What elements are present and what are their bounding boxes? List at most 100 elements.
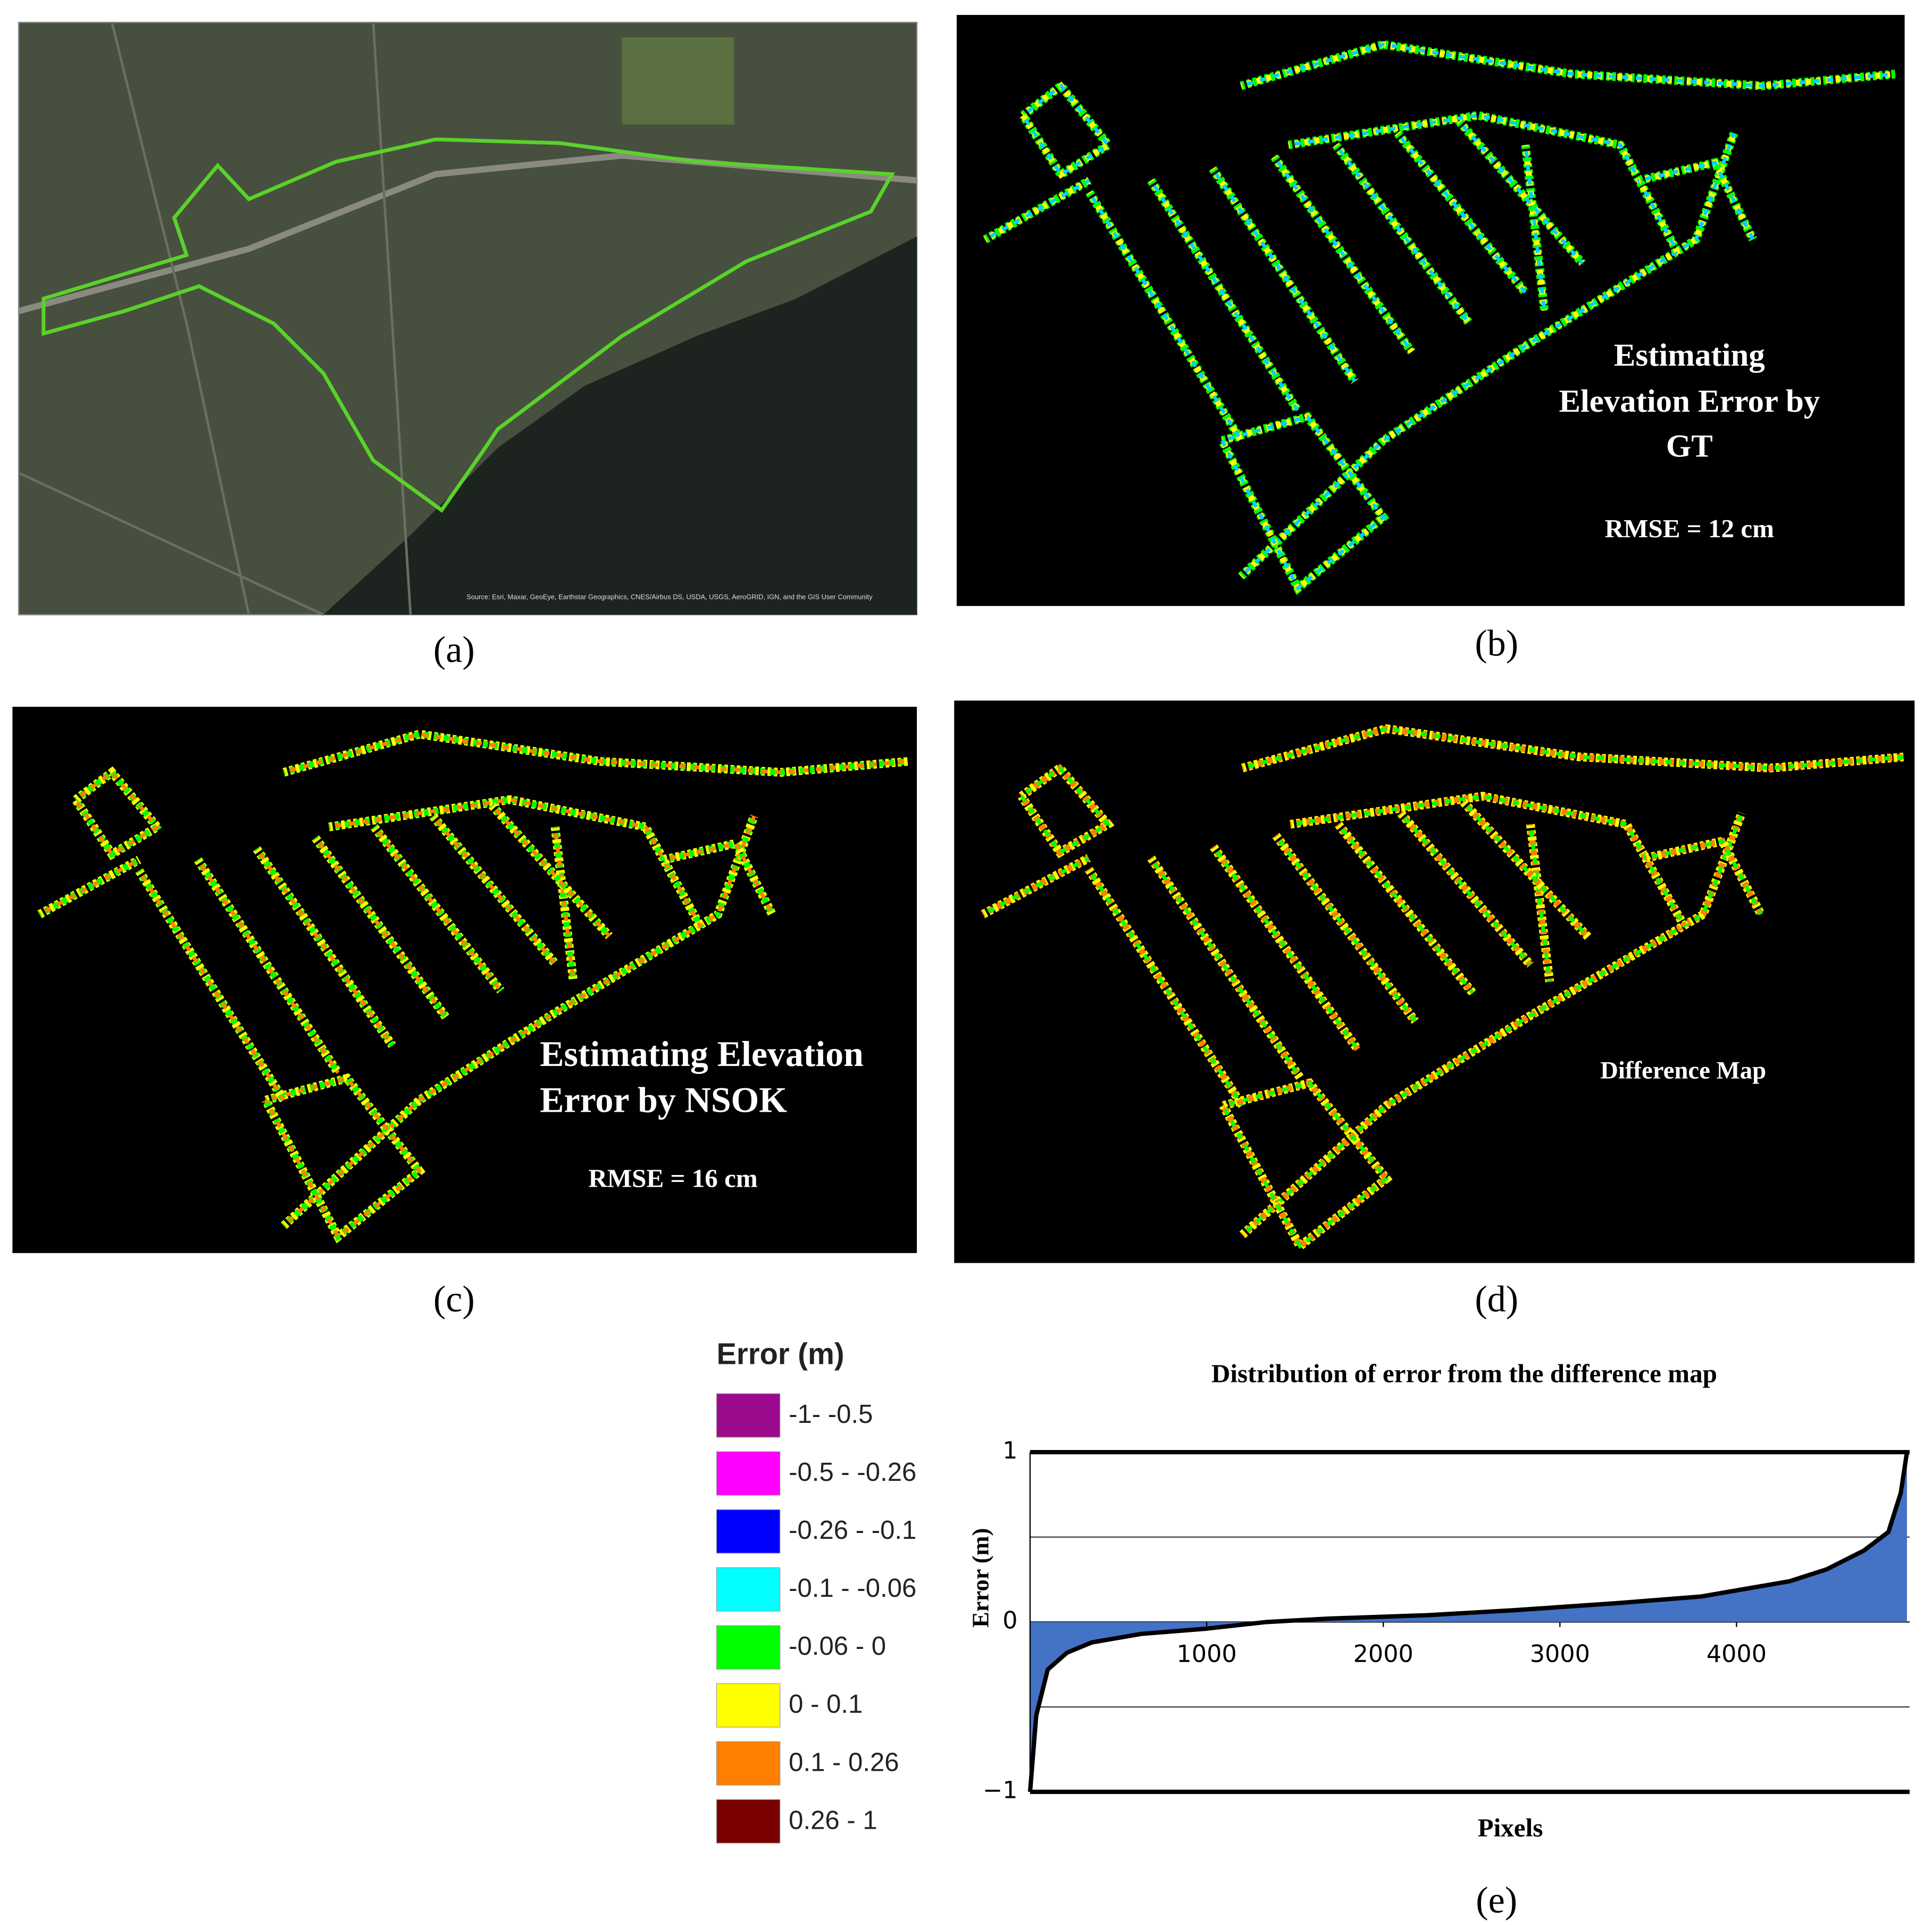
study-area-outline [41, 137, 896, 513]
legend-label: -0.5 - -0.26 [789, 1458, 916, 1487]
map-stripe [663, 841, 774, 915]
map-stripe [282, 815, 756, 1227]
difference-map [954, 701, 1915, 1263]
legend-label: 0 - 0.1 [789, 1690, 863, 1719]
panel-label: Difference Map [1600, 1056, 1766, 1084]
map-stripes [983, 40, 1896, 595]
legend-swatch [716, 1567, 781, 1612]
rmse-label: RMSE = 16 cm [588, 1163, 758, 1193]
map-stripe [1211, 845, 1360, 1052]
legend-swatch [716, 1393, 781, 1438]
map-stripe [1210, 166, 1358, 384]
map-stripe [1147, 178, 1302, 413]
map-stripe [1241, 725, 1905, 771]
legend: Error (m) -1- -0.5 -0.5 - -0.26 -0.26 - -0… [716, 1337, 916, 1844]
map-stripe [553, 827, 575, 980]
map-stripe [328, 795, 704, 928]
map-stripe [1396, 132, 1527, 294]
map-stripe [1240, 812, 1745, 1237]
map-stripe [1336, 823, 1475, 995]
map-stripe [263, 1074, 424, 1241]
x-axis-label: Pixels [1478, 1813, 1543, 1842]
map-stripe [264, 1076, 422, 1240]
map-stripe [1221, 1081, 1389, 1249]
panel-caption: (b) [1475, 623, 1518, 664]
satellite-panel: Source: Esri, Maxar, GeoEye, Earthstar G… [18, 21, 918, 616]
map-stripe [1088, 191, 1243, 441]
map-stripe [1461, 801, 1590, 938]
map-stripe [1274, 834, 1417, 1022]
legend-swatch [716, 1799, 781, 1844]
map-stripe [1240, 132, 1736, 578]
map-stripe [1290, 794, 1686, 927]
legend-swatch [716, 1451, 781, 1496]
map-stripe [429, 813, 559, 966]
x-tick-label: 1000 [1177, 1641, 1237, 1668]
map-stripe [283, 732, 908, 774]
map-stripe [1638, 160, 1755, 240]
map-stripe [1019, 765, 1111, 855]
map-stripe [314, 837, 448, 1020]
map-stripe [1021, 83, 1111, 177]
y-tick-label: 0 [1002, 1607, 1017, 1634]
map-stripe [431, 814, 557, 965]
legend-swatch [716, 1741, 781, 1786]
map-stripe [1461, 799, 1591, 939]
x-tick-label: 3000 [1530, 1641, 1590, 1668]
panel-label: Estimating [1614, 338, 1765, 373]
legend-label: -0.06 - 0 [789, 1632, 886, 1661]
chart-title: Distribution of error from the differenc… [1211, 1359, 1717, 1388]
map-stripe [984, 179, 1091, 241]
legend-swatch [716, 1509, 781, 1554]
map-stripe [329, 797, 701, 927]
panel-label: GT [1666, 428, 1713, 464]
map-stripe [38, 857, 141, 918]
map-stripe [663, 839, 775, 916]
legend-label: 0.1 - 0.26 [789, 1748, 899, 1777]
map-stripe [1149, 857, 1302, 1079]
map-stripe [196, 859, 340, 1074]
map-source: Source: Esri, Maxar, GeoEye, Earthstar G… [466, 593, 873, 601]
y-axis-label: Error (m) [967, 1528, 993, 1628]
map-stripe [1219, 413, 1388, 594]
map-stripes [981, 724, 1905, 1253]
map-stripe [1211, 168, 1357, 382]
error-map [12, 706, 917, 1253]
rmse-label: RMSE = 12 cm [1605, 514, 1775, 543]
map-stripe [982, 856, 1090, 916]
map-stripes [37, 729, 908, 1244]
chart: Distribution of error from the differenc… [967, 1359, 1910, 1842]
map-stripe [1241, 812, 1744, 1237]
legend-swatch [716, 1683, 781, 1728]
x-tick-label: 4000 [1707, 1641, 1767, 1668]
panel-label: Elevation Error by [1559, 384, 1820, 419]
legend-label: -0.26 - -0.1 [789, 1516, 916, 1545]
map-stripe [283, 731, 908, 776]
map-stripe [1528, 824, 1552, 982]
map-stripe [1149, 179, 1300, 412]
map-stripe [74, 770, 160, 857]
map-stripe [255, 847, 394, 1047]
map-stripe [137, 869, 286, 1102]
map-stripe [1457, 119, 1585, 265]
panel-caption: (c) [433, 1278, 475, 1320]
map-stripe [1334, 144, 1470, 323]
y-tick-label: −1 [983, 1777, 1018, 1804]
field [622, 37, 734, 124]
road [18, 22, 412, 616]
map-stripe [1240, 41, 1896, 89]
error-map [956, 15, 1905, 606]
line [1027, 1452, 1909, 1793]
map-stripe [281, 815, 757, 1228]
map-stripe [1273, 155, 1414, 353]
legend-label: -1- -0.5 [789, 1400, 873, 1429]
panel-label: Estimating Elevation [540, 1034, 864, 1074]
map-stripe [372, 826, 503, 992]
map-stripe [490, 804, 611, 938]
map-stripe [1458, 120, 1584, 265]
area [1030, 1452, 1907, 1792]
map-stripe [1240, 43, 1896, 88]
legend-label: 0.26 - 1 [789, 1806, 877, 1835]
